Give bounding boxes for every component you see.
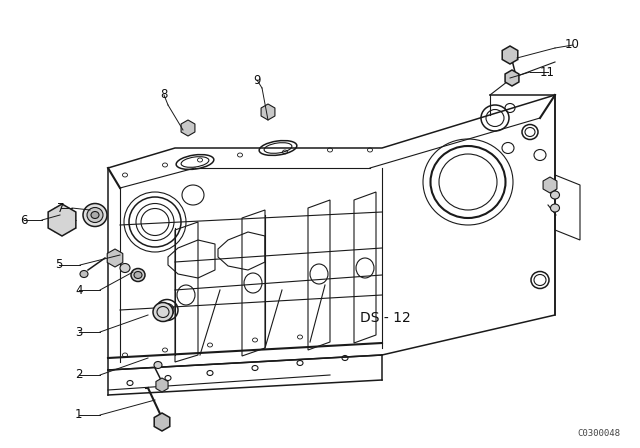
- Ellipse shape: [153, 302, 173, 322]
- Text: 8: 8: [160, 89, 168, 102]
- Polygon shape: [502, 46, 518, 64]
- Ellipse shape: [154, 362, 162, 369]
- Polygon shape: [505, 70, 519, 86]
- Ellipse shape: [134, 271, 142, 279]
- Text: 3: 3: [75, 326, 83, 339]
- Ellipse shape: [550, 204, 559, 212]
- Polygon shape: [48, 204, 76, 236]
- Text: 7: 7: [57, 202, 65, 215]
- Ellipse shape: [506, 73, 518, 82]
- Polygon shape: [181, 120, 195, 136]
- Polygon shape: [156, 378, 168, 392]
- Text: 10: 10: [565, 39, 580, 52]
- Text: 4: 4: [75, 284, 83, 297]
- Polygon shape: [154, 413, 170, 431]
- Text: C0300048: C0300048: [577, 429, 620, 438]
- Ellipse shape: [550, 191, 559, 199]
- Text: 2: 2: [75, 369, 83, 382]
- Ellipse shape: [83, 203, 107, 227]
- Polygon shape: [543, 177, 557, 193]
- Text: DS - 12: DS - 12: [360, 311, 410, 325]
- Ellipse shape: [80, 271, 88, 277]
- Text: 5: 5: [55, 258, 62, 271]
- Polygon shape: [108, 249, 123, 267]
- Ellipse shape: [183, 124, 193, 133]
- Ellipse shape: [91, 211, 99, 219]
- Ellipse shape: [504, 50, 516, 60]
- Ellipse shape: [53, 211, 71, 229]
- Ellipse shape: [156, 417, 168, 427]
- Ellipse shape: [131, 268, 145, 281]
- Polygon shape: [261, 104, 275, 120]
- Text: 11: 11: [540, 65, 555, 78]
- Text: 6: 6: [20, 214, 28, 227]
- Ellipse shape: [120, 263, 130, 272]
- Ellipse shape: [263, 108, 273, 116]
- Text: 9: 9: [253, 73, 260, 86]
- Text: 1: 1: [75, 409, 83, 422]
- Ellipse shape: [87, 207, 103, 223]
